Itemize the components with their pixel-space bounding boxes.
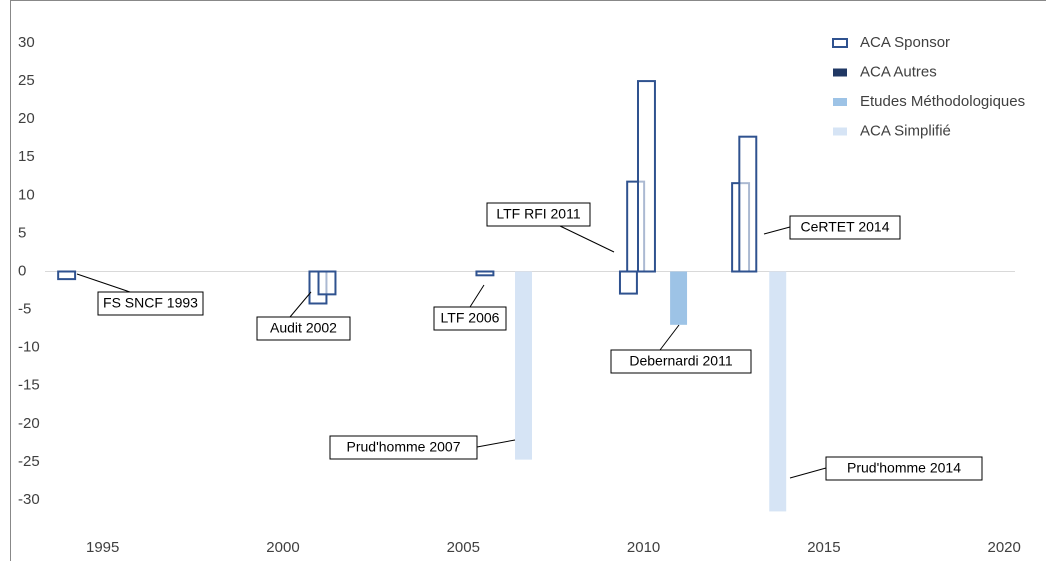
- chart-frame: [10, 0, 1046, 561]
- y-tick-label: 25: [18, 72, 35, 89]
- y-tick-label: 20: [18, 110, 35, 127]
- x-tick-label: 2015: [807, 539, 840, 556]
- y-tick-label: -15: [18, 377, 40, 394]
- callout-box: [610, 349, 752, 374]
- legend-swatch: [833, 127, 847, 136]
- callout-label: Prud'homme 2007: [347, 439, 461, 455]
- callout: CeRTET 2014: [763, 215, 901, 240]
- y-tick-label: -30: [18, 491, 40, 508]
- bar: [618, 270, 638, 295]
- y-tick-label: 10: [18, 186, 35, 203]
- callout-leader: [789, 467, 827, 479]
- callout-leader: [469, 284, 485, 308]
- x-tick-label: 2005: [447, 539, 480, 556]
- bar: [670, 271, 688, 325]
- callout-leader: [559, 225, 615, 253]
- callout-box: [256, 316, 351, 341]
- legend-swatch: [833, 98, 847, 106]
- callout-box: [433, 306, 507, 331]
- legend-label: ACA Autres: [860, 63, 937, 80]
- legend-label: Etudes Méthodologiques: [860, 93, 1025, 110]
- callout: FS SNCF 1993: [76, 273, 204, 316]
- x-tick-label: 2000: [266, 539, 299, 556]
- y-tick-label: -5: [18, 301, 31, 318]
- callout-label: LTF RFI 2011: [496, 206, 581, 222]
- callout: Audit 2002: [256, 291, 351, 341]
- y-tick-label: -25: [18, 453, 40, 470]
- callout-leader: [476, 439, 516, 448]
- callout: Prud'homme 2007: [329, 435, 516, 460]
- callout-box: [789, 215, 901, 240]
- callout: Debernardi 2011: [610, 324, 752, 374]
- y-tick-label: 0: [18, 262, 26, 279]
- callout-box: [486, 202, 591, 227]
- y-tick-label: -10: [18, 339, 40, 356]
- callout: LTF RFI 2011: [486, 202, 615, 253]
- callout-leader: [289, 291, 312, 318]
- callout-label: Audit 2002: [270, 320, 337, 336]
- y-tick-label: -20: [18, 415, 40, 432]
- bar: [515, 271, 532, 460]
- legend-label: ACA Simplifié: [860, 122, 951, 139]
- callout-leader: [659, 324, 680, 351]
- bar: [57, 270, 77, 281]
- callout-box: [825, 456, 983, 481]
- bar: [738, 135, 758, 273]
- legend-label: ACA Sponsor: [860, 34, 950, 51]
- callout-box: [329, 435, 478, 460]
- bar: [317, 270, 337, 296]
- y-tick-label: 15: [18, 148, 35, 165]
- bar: [769, 271, 787, 512]
- callout-leader: [76, 273, 131, 293]
- y-tick-label: 30: [18, 34, 35, 51]
- callout: Prud'homme 2014: [789, 456, 983, 481]
- legend-swatch: [833, 68, 847, 77]
- callout: LTF 2006: [433, 284, 507, 331]
- callout-leader: [763, 226, 791, 235]
- x-tick-label: 2010: [627, 539, 660, 556]
- bar: [475, 270, 495, 277]
- bar: [636, 80, 656, 273]
- callout-label: LTF 2006: [441, 310, 500, 326]
- y-tick-label: 5: [18, 224, 26, 241]
- callout-label: FS SNCF 1993: [103, 295, 198, 311]
- x-tick-label: 2020: [987, 539, 1020, 556]
- callout-box: [97, 291, 204, 316]
- legend-swatch: [832, 38, 848, 48]
- callout-label: Prud'homme 2014: [847, 460, 961, 476]
- callout-label: Debernardi 2011: [629, 353, 732, 369]
- callout-label: CeRTET 2014: [801, 219, 890, 235]
- x-tick-label: 1995: [86, 539, 119, 556]
